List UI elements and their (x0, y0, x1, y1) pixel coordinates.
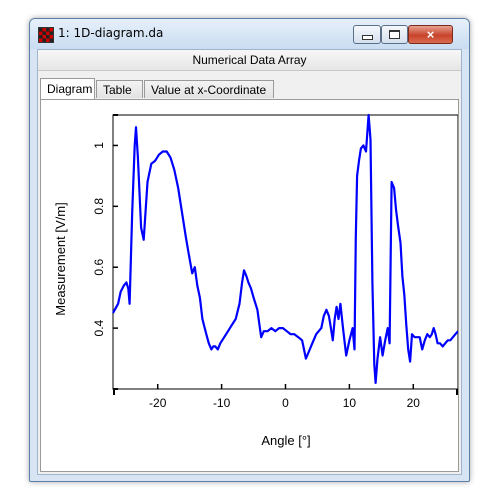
y-tick-label: 0.6 (92, 259, 106, 276)
data-series-line (112, 113, 459, 384)
x-tick-label: 20 (407, 396, 421, 410)
line-chart: 0.40.60.81-20 -10 0 10 20 Measurement [V/m] … (53, 113, 459, 448)
x-axis-label: Angle [°] (261, 433, 310, 448)
window-title: 1: 1D-diagram.da (58, 26, 164, 40)
y-axis-label: Measurement [V/m] (53, 202, 68, 315)
client-area: Numerical Data Array Diagram Table Value… (37, 49, 462, 475)
tab-value-at-x-coordinate[interactable]: Value at x-Coordinate (144, 80, 274, 98)
y-tick-label: 0.8 (92, 198, 106, 215)
x-tick-label: -20 (149, 396, 167, 410)
tab-table[interactable]: Table (96, 80, 143, 98)
plot-area: 0.4 0.6 0.8 1 -20 -10 0 10 20 (92, 113, 459, 410)
close-button[interactable]: × (408, 25, 453, 44)
close-icon: × (426, 27, 435, 42)
y-tick-label: 0.4 (92, 319, 106, 336)
x-tick-label: -10 (213, 396, 231, 410)
data-array-header: Numerical Data Array (38, 50, 461, 71)
app-grid-icon (38, 27, 54, 43)
y-tick-label: 1 (92, 142, 106, 149)
maximize-icon (389, 30, 400, 39)
title-bar[interactable]: 1: 1D-diagram.da × (30, 19, 469, 49)
x-tick-label: 10 (343, 396, 357, 410)
x-tick-label: 0 (282, 396, 289, 410)
minimize-button[interactable] (353, 25, 381, 44)
maximize-button[interactable] (381, 25, 408, 44)
app-window: 1: 1D-diagram.da × Numerical Data Array … (29, 18, 470, 482)
diagram-panel: 0.4 0.6 0.8 1 -20 -10 0 10 20 Measurement [V/m] … (40, 99, 459, 472)
tab-diagram[interactable]: Diagram (40, 78, 95, 99)
minimize-icon (361, 35, 373, 40)
plot-frame (112, 114, 459, 390)
